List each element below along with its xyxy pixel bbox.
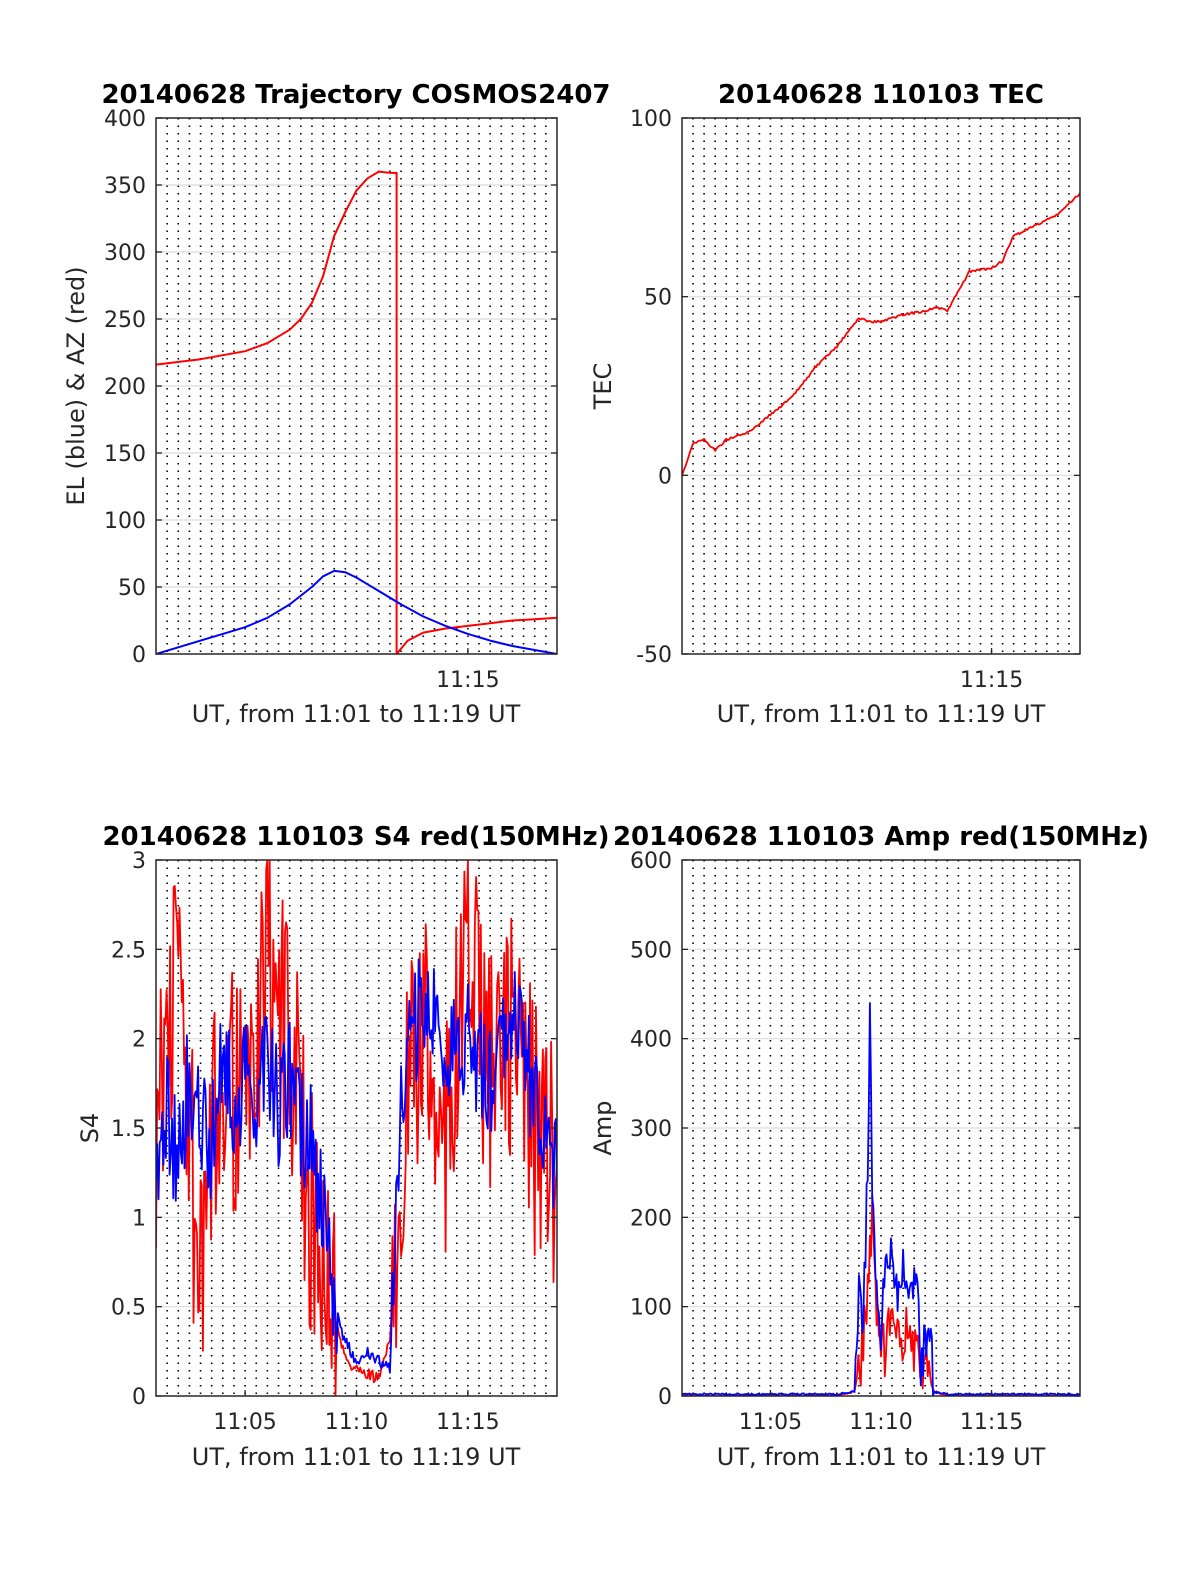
x-tick-label: 11:05 bbox=[213, 1410, 276, 1435]
grid bbox=[682, 860, 1080, 1396]
y-tick-label: 600 bbox=[630, 849, 672, 874]
ticks: 0 50 100 150 200 250 300 350 400 11:15 bbox=[104, 107, 557, 693]
y-tick-label: 1 bbox=[132, 1206, 146, 1231]
chart-title: 20140628 110103 TEC bbox=[718, 80, 1044, 110]
trajectory-panel: 0 50 100 150 200 250 300 350 400 11:15 20140628 T… bbox=[62, 80, 611, 728]
y-tick-label: 100 bbox=[630, 107, 672, 132]
y-tick-label: 200 bbox=[630, 1206, 672, 1231]
axes-box bbox=[681, 117, 1081, 655]
chart-title: 20140628 110103 S4 red(150MHz) bbox=[102, 822, 609, 852]
y-tick-label: 0 bbox=[132, 1385, 146, 1410]
y-tick-label: 2.5 bbox=[111, 938, 146, 963]
grid bbox=[156, 118, 557, 654]
grid bbox=[682, 118, 1080, 654]
y-tick-label: 100 bbox=[630, 1296, 672, 1321]
series-line bbox=[682, 1002, 1080, 1396]
ticks: 0 100 200 300 400 500 600 11:05 11:10 11:15 bbox=[630, 849, 1080, 1435]
y-tick-label: -50 bbox=[636, 643, 672, 668]
x-axis-label: UT, from 11:01 to 11:19 UT bbox=[717, 1443, 1046, 1471]
series-layer bbox=[682, 192, 1080, 477]
y-tick-label: 50 bbox=[644, 286, 672, 311]
y-tick-label: 300 bbox=[104, 241, 146, 266]
y-tick-label: 350 bbox=[104, 174, 146, 199]
x-axis-label: UT, from 11:01 to 11:19 UT bbox=[192, 1443, 521, 1471]
x-tick-label: 11:15 bbox=[960, 1410, 1023, 1435]
y-tick-label: 250 bbox=[104, 308, 146, 333]
s4-panel: 0 0.5 1 1.5 2 2.5 3 11:05 11:10 11:15 20140628 11… bbox=[76, 822, 610, 1471]
series-layer bbox=[156, 170, 557, 654]
y-tick-label: 150 bbox=[104, 442, 146, 467]
x-tick-label: 11:10 bbox=[325, 1410, 388, 1435]
series-line bbox=[156, 569, 557, 654]
ticks: 0 0.5 1 1.5 2 2.5 3 11:05 11:10 11:15 bbox=[111, 849, 557, 1435]
x-tick-label: 11:05 bbox=[739, 1410, 802, 1435]
y-tick-label: 500 bbox=[630, 938, 672, 963]
y-tick-label: 0.5 bbox=[111, 1296, 146, 1321]
series-line bbox=[682, 192, 1080, 477]
x-tick-label: 11:10 bbox=[849, 1410, 912, 1435]
x-tick-label: 11:15 bbox=[436, 668, 499, 693]
y-tick-label: 3 bbox=[132, 849, 146, 874]
tec-panel: -50 0 50 100 11:15 20140628 110103 TEC UT, f… bbox=[589, 80, 1081, 728]
y-axis-label: Amp bbox=[589, 1100, 617, 1155]
y-axis-label: S4 bbox=[76, 1113, 104, 1144]
y-tick-label: 200 bbox=[104, 375, 146, 400]
x-axis-label: UT, from 11:01 to 11:19 UT bbox=[717, 700, 1046, 728]
series-layer bbox=[156, 860, 557, 1396]
x-tick-label: 11:15 bbox=[436, 1410, 499, 1435]
x-tick-label: 11:15 bbox=[960, 668, 1023, 693]
ticks: -50 0 50 100 11:15 bbox=[630, 107, 1080, 693]
y-tick-label: 100 bbox=[104, 509, 146, 534]
chart-title: 20140628 110103 Amp red(150MHz) bbox=[613, 822, 1149, 852]
y-tick-label: 2 bbox=[132, 1028, 146, 1053]
y-axis-label: EL (blue) & AZ (red) bbox=[62, 266, 90, 505]
y-tick-label: 300 bbox=[630, 1117, 672, 1142]
y-tick-label: 1.5 bbox=[111, 1117, 146, 1142]
plot-area bbox=[682, 118, 1080, 654]
series-line bbox=[156, 958, 557, 1374]
y-axis-label: TEC bbox=[589, 363, 617, 411]
y-tick-label: 50 bbox=[118, 576, 146, 601]
series-line bbox=[156, 170, 557, 654]
y-tick-label: 400 bbox=[630, 1028, 672, 1053]
y-tick-label: 0 bbox=[658, 464, 672, 489]
amp-panel: 0 100 200 300 400 500 600 11:05 11:10 11:15 20140… bbox=[589, 822, 1149, 1471]
y-tick-label: 400 bbox=[104, 107, 146, 132]
y-tick-label: 0 bbox=[132, 643, 146, 668]
chart-title: 20140628 Trajectory COSMOS2407 bbox=[101, 80, 610, 110]
y-tick-label: 0 bbox=[658, 1385, 672, 1410]
x-axis-label: UT, from 11:01 to 11:19 UT bbox=[192, 700, 521, 728]
